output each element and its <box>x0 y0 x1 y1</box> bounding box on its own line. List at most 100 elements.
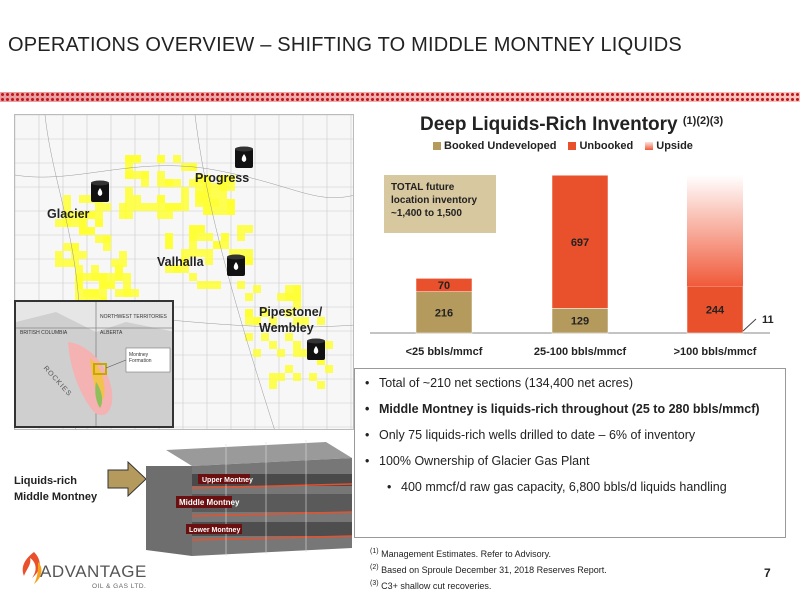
land-parcel <box>119 203 127 211</box>
inset-map-svg <box>16 302 172 426</box>
inventory-callout: TOTAL future location inventory ~1,400 t… <box>384 175 496 233</box>
land-parcel <box>213 241 221 249</box>
legend-swatch-upside <box>645 142 654 150</box>
land-parcel <box>309 373 317 381</box>
land-parcel <box>293 373 301 381</box>
land-parcel <box>197 249 205 257</box>
land-parcel <box>293 349 301 357</box>
land-parcel <box>103 203 111 211</box>
land-parcel <box>91 289 99 297</box>
land-parcel <box>211 183 219 191</box>
land-parcel <box>141 179 149 187</box>
legend-label-unbooked: Unbooked <box>579 140 634 152</box>
land-parcel <box>213 281 221 289</box>
land-parcel <box>83 273 91 281</box>
bar-booked-undeveloped <box>551 308 609 334</box>
label-booked: 216 <box>435 307 453 319</box>
slide-title: OPERATIONS OVERVIEW – SHIFTING TO MIDDLE… <box>8 34 682 56</box>
land-parcel <box>79 251 87 259</box>
land-parcel <box>181 195 189 203</box>
label-unbooked: 70 <box>438 280 450 292</box>
land-parcel <box>253 285 261 293</box>
footnotes: (1) Management Estimates. Refer to Advis… <box>370 545 607 593</box>
footnote-2: (2) Based on Sproule December 31, 2018 R… <box>370 564 607 575</box>
land-parcel <box>195 175 203 183</box>
land-parcel <box>157 155 165 163</box>
land-parcel <box>157 211 165 219</box>
land-parcel <box>141 203 149 211</box>
inset-locator-map: NORTHWEST TERRITORIES BRITISH COLUMBIA A… <box>14 300 174 428</box>
land-parcel <box>99 281 107 289</box>
footnote-1: (1) Management Estimates. Refer to Advis… <box>370 548 551 559</box>
land-parcel <box>133 195 141 203</box>
legend-swatch-unbooked <box>568 142 577 150</box>
x-tick-label: >100 bbls/mmcf <box>674 346 757 358</box>
land-parcel <box>71 219 79 227</box>
montney-cross-section-diagram: Upper Montney Middle Montney Lower Montn… <box>146 440 353 556</box>
land-parcel <box>293 341 301 349</box>
right-arrow-icon <box>107 460 147 498</box>
key-points-box: Total of ~210 net sections (134,400 net … <box>354 368 786 538</box>
land-parcel <box>125 187 133 195</box>
land-parcel <box>245 333 253 341</box>
land-parcel <box>203 191 211 199</box>
bullet-gas-plant: 100% Ownership of Glacier Gas Plant <box>365 453 775 469</box>
land-parcel <box>293 301 301 309</box>
land-parcel <box>115 289 123 297</box>
land-parcel <box>165 265 173 273</box>
land-parcel <box>227 207 235 215</box>
land-parcel <box>75 273 83 281</box>
logo-sub: OIL & GAS LTD. <box>92 583 147 590</box>
land-parcel <box>237 225 245 233</box>
land-parcel <box>95 219 103 227</box>
land-parcel <box>189 225 197 233</box>
legend-label-booked: Booked Undeveloped <box>444 140 557 152</box>
land-parcel <box>165 179 173 187</box>
land-parcel <box>125 195 133 203</box>
bar-unbooked <box>551 174 609 309</box>
land-parcel <box>75 281 83 289</box>
legend-swatch-booked <box>433 142 441 150</box>
label-booked: 129 <box>571 316 589 328</box>
land-parcel <box>181 187 189 195</box>
land-parcel <box>165 211 173 219</box>
land-parcel <box>221 241 229 249</box>
label-lower-montney: Lower Montney <box>189 527 240 534</box>
land-parcel <box>95 211 103 219</box>
land-parcel <box>125 203 133 211</box>
land-parcel <box>285 293 293 301</box>
land-parcel <box>325 341 333 349</box>
land-parcel <box>115 273 123 281</box>
land-parcel <box>219 191 227 199</box>
callout-line-3: ~1,400 to 1,500 <box>391 208 462 219</box>
land-parcel <box>253 317 261 325</box>
land-parcel <box>79 195 87 203</box>
land-parcel <box>293 285 301 293</box>
land-parcel <box>181 163 189 171</box>
land-parcel <box>157 179 165 187</box>
land-parcel <box>211 191 219 199</box>
bullet-liquids-rich: Middle Montney is liquids-rich throughou… <box>365 401 775 417</box>
land-parcel <box>301 317 309 325</box>
land-parcel <box>229 249 237 257</box>
land-parcel <box>269 317 277 325</box>
land-parcel <box>157 171 165 179</box>
map-label-pipestone: Pipestone/ <box>259 305 323 319</box>
label-unbooked: 244 <box>706 305 725 317</box>
land-parcel <box>227 199 235 207</box>
land-parcel <box>79 227 87 235</box>
land-parcel <box>75 265 83 273</box>
land-parcel <box>269 381 277 389</box>
land-parcel <box>261 309 269 317</box>
land-parcel <box>219 199 227 207</box>
land-parcel <box>293 317 301 325</box>
land-parcel <box>63 195 71 203</box>
land-parcel <box>71 259 79 267</box>
legend-label-upside: Upside <box>656 140 693 152</box>
legend-item-booked: Booked Undeveloped <box>433 140 556 152</box>
bullet-net-sections: Total of ~210 net sections (134,400 net … <box>365 375 775 391</box>
land-parcel <box>63 211 71 219</box>
land-parcel <box>71 251 79 259</box>
land-parcel <box>195 191 203 199</box>
footnote-3: (3) C3+ shallow cut recoveries. <box>370 580 492 591</box>
